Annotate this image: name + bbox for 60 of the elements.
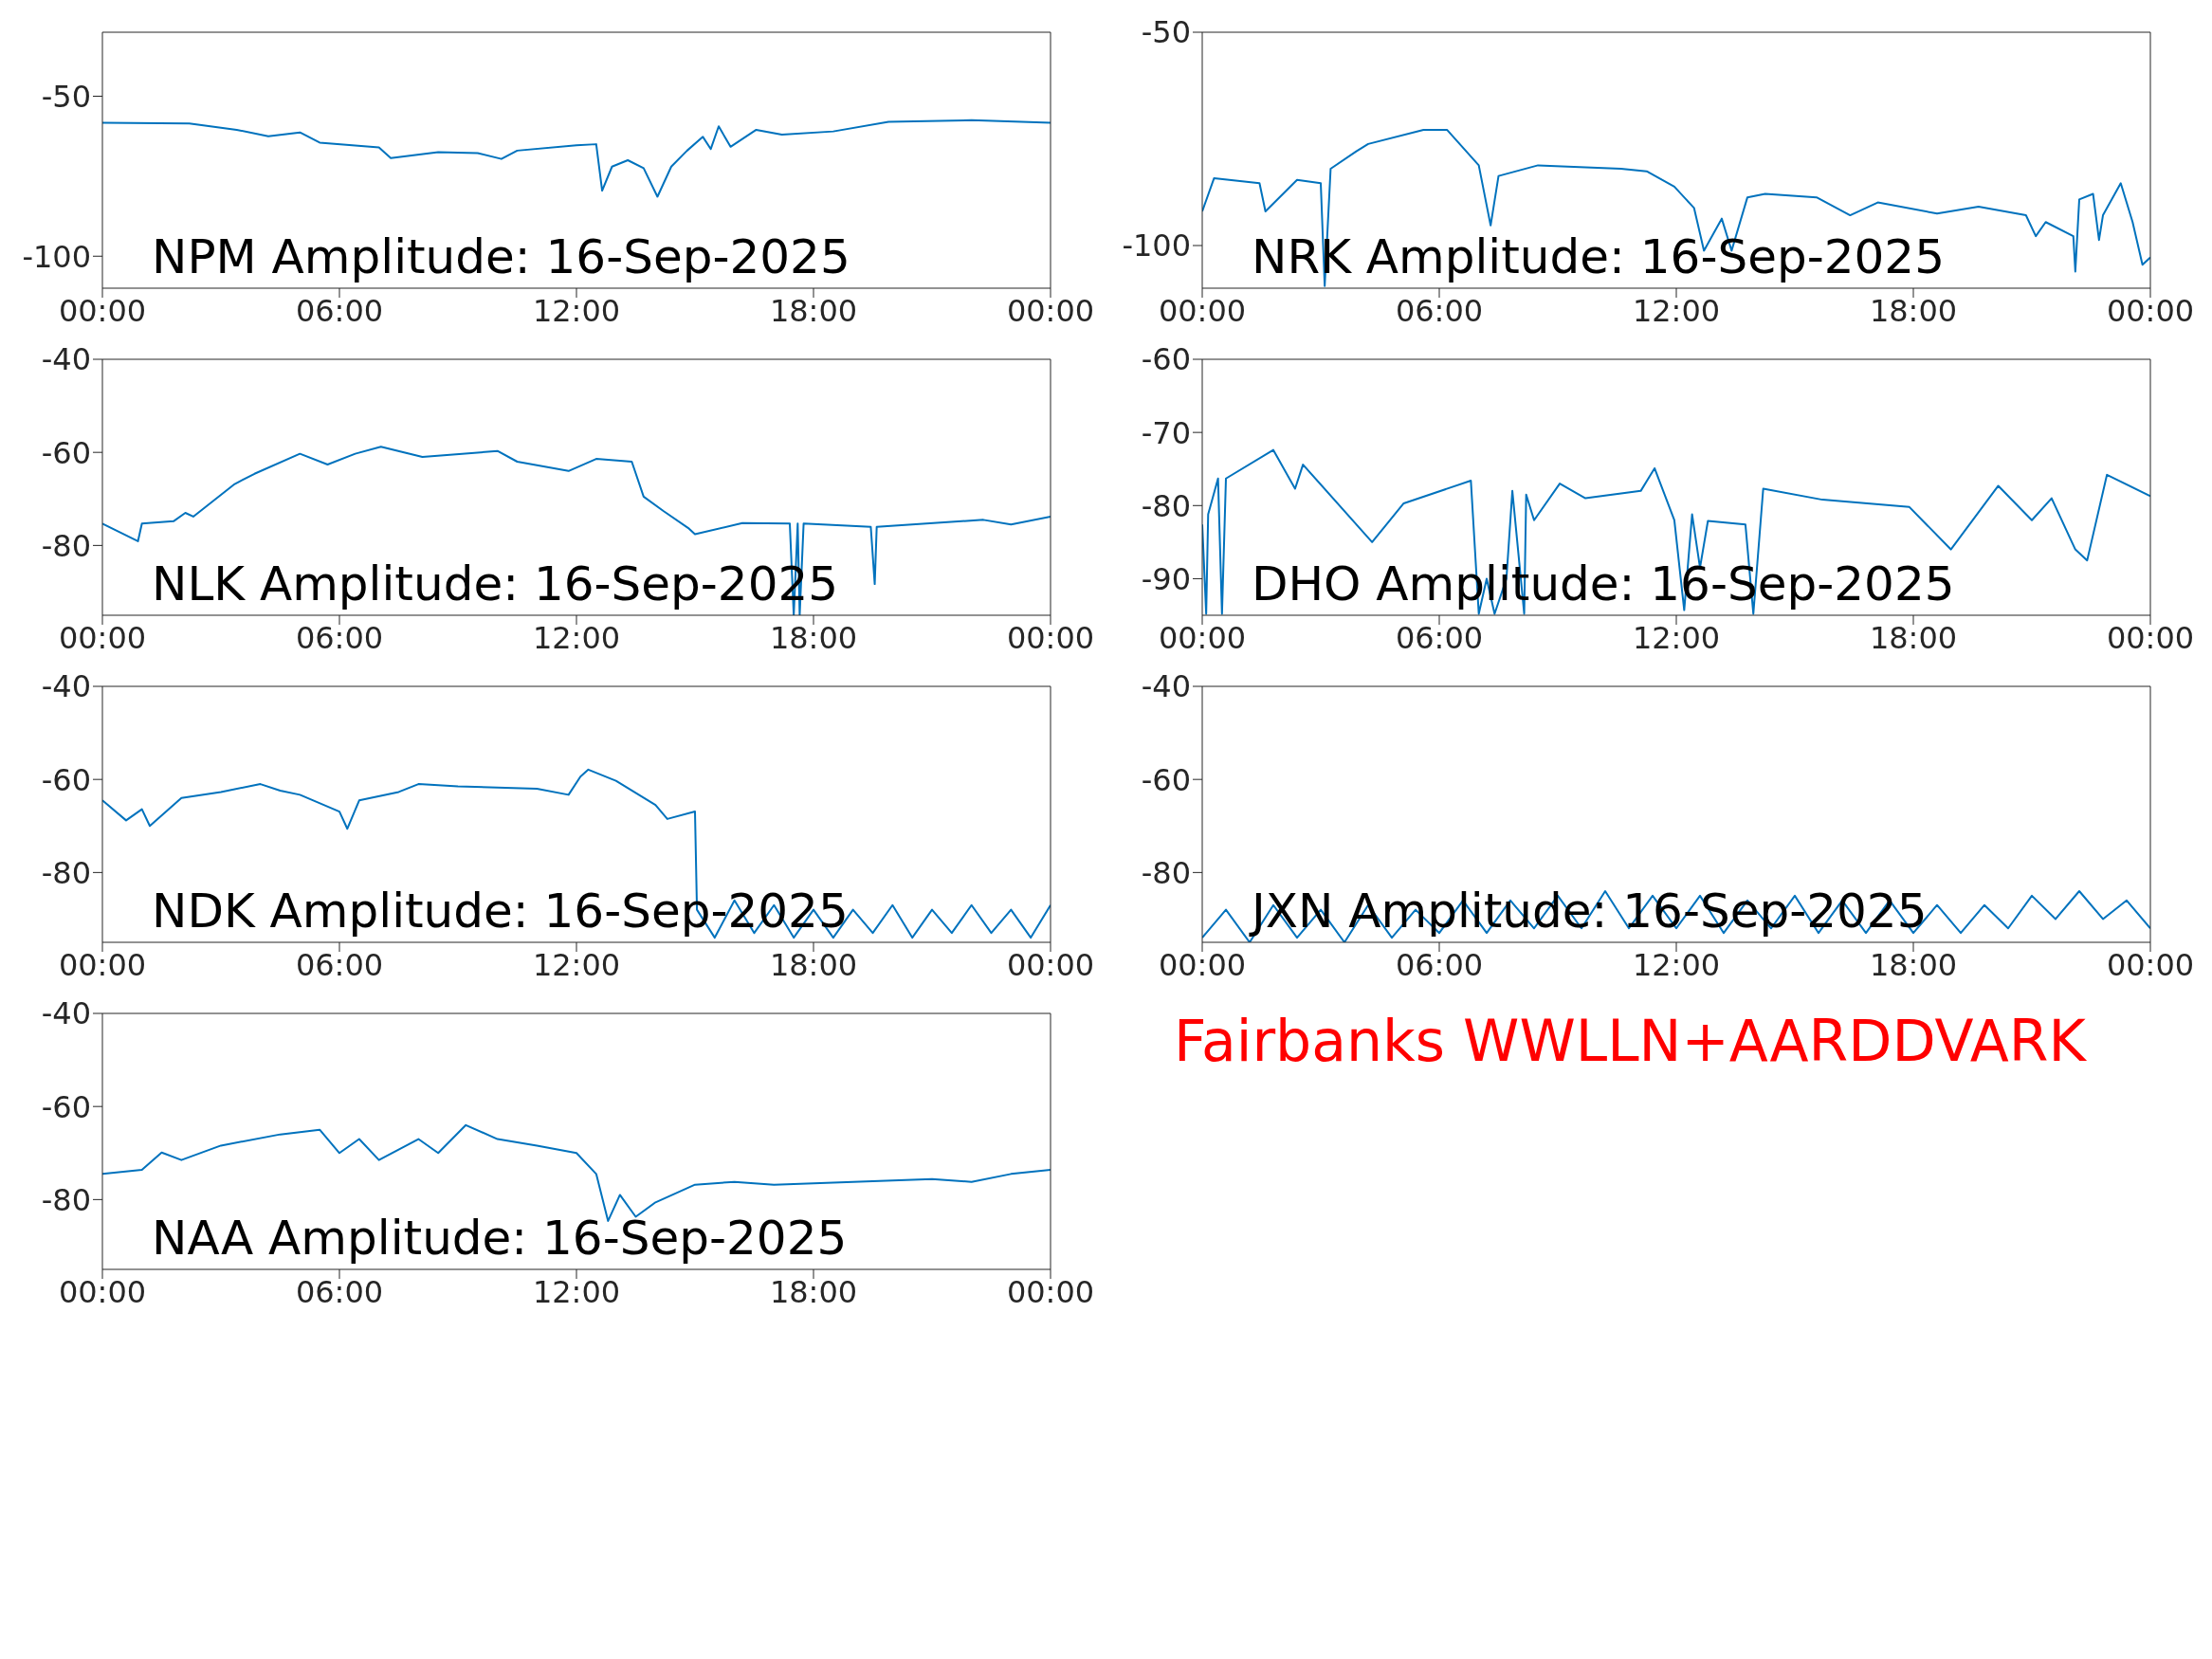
x-tick-label: 06:00 <box>1395 619 1484 656</box>
text: Fairbanks WWLLN+AARDDVARK <box>1173 1007 2088 1076</box>
x-tick-label: 00:00 <box>2106 946 2195 983</box>
x-tick-label: 00:00 <box>58 619 147 656</box>
line-series <box>102 118 1051 198</box>
x-tick-label: 06:00 <box>1395 946 1484 983</box>
x-tick-label: 06:00 <box>295 619 384 656</box>
x-tick-label: 12:00 <box>1632 619 1721 656</box>
y-tick-label: -60 <box>41 434 91 471</box>
x-tick-label: 06:00 <box>295 292 384 329</box>
x-tick-label: 00:00 <box>58 1273 147 1310</box>
x-tick-label: 12:00 <box>532 946 621 983</box>
y-tick-label: -80 <box>1141 854 1191 891</box>
x-tick-label: 18:00 <box>769 292 858 329</box>
x-tick-label: 18:00 <box>769 946 858 983</box>
y-tick-label: -60 <box>1141 341 1191 378</box>
x-tick-label: 12:00 <box>1632 946 1721 983</box>
x-tick-label: 00:00 <box>1158 292 1247 329</box>
line-series <box>102 768 1051 939</box>
y-tick-label: -80 <box>41 527 91 564</box>
y-tick-label: -50 <box>1141 14 1191 51</box>
y-tick-label: -100 <box>22 238 91 275</box>
x-tick-label: 18:00 <box>769 1273 858 1310</box>
x-tick-label: 12:00 <box>532 619 621 656</box>
y-tick-label: -60 <box>41 761 91 798</box>
y-tick-label: -100 <box>1122 228 1191 264</box>
x-tick-label: 06:00 <box>295 1273 384 1310</box>
y-tick-label: -60 <box>41 1088 91 1125</box>
y-tick-label: -40 <box>41 668 91 705</box>
x-tick-label: 00:00 <box>2106 292 2195 329</box>
x-tick-label: 18:00 <box>769 619 858 656</box>
x-tick-label: 18:00 <box>1869 292 1958 329</box>
x-tick-label: 00:00 <box>1006 619 1095 656</box>
text: NPM Amplitude: 16-Sep-2025 <box>152 229 850 284</box>
y-tick-label: -40 <box>1141 668 1191 705</box>
x-tick-label: 18:00 <box>1869 619 1958 656</box>
x-tick-label: 00:00 <box>58 946 147 983</box>
x-tick-label: 12:00 <box>1632 292 1721 329</box>
y-tick-label: -40 <box>41 341 91 378</box>
x-tick-label: 18:00 <box>1869 946 1958 983</box>
x-tick-label: 06:00 <box>295 946 384 983</box>
x-tick-label: 00:00 <box>1158 619 1247 656</box>
x-tick-label: 00:00 <box>1006 292 1095 329</box>
x-tick-label: 00:00 <box>1006 946 1095 983</box>
y-tick-label: -70 <box>1141 414 1191 451</box>
x-tick-label: 00:00 <box>1006 1273 1095 1310</box>
x-tick-label: 06:00 <box>1395 292 1484 329</box>
y-tick-label: -80 <box>41 854 91 891</box>
y-tick-label: -80 <box>41 1181 91 1218</box>
y-tick-label: -80 <box>1141 487 1191 524</box>
y-tick-label: -50 <box>41 78 91 115</box>
text: NAA Amplitude: 16-Sep-2025 <box>152 1211 848 1266</box>
x-tick-label: 12:00 <box>532 1273 621 1310</box>
y-tick-label: -90 <box>1141 560 1191 597</box>
y-tick-label: -40 <box>41 995 91 1032</box>
x-tick-label: 00:00 <box>58 292 147 329</box>
x-tick-label: 00:00 <box>2106 619 2195 656</box>
x-tick-label: 12:00 <box>532 292 621 329</box>
x-tick-label: 00:00 <box>1158 946 1247 983</box>
y-tick-label: -60 <box>1141 761 1191 798</box>
